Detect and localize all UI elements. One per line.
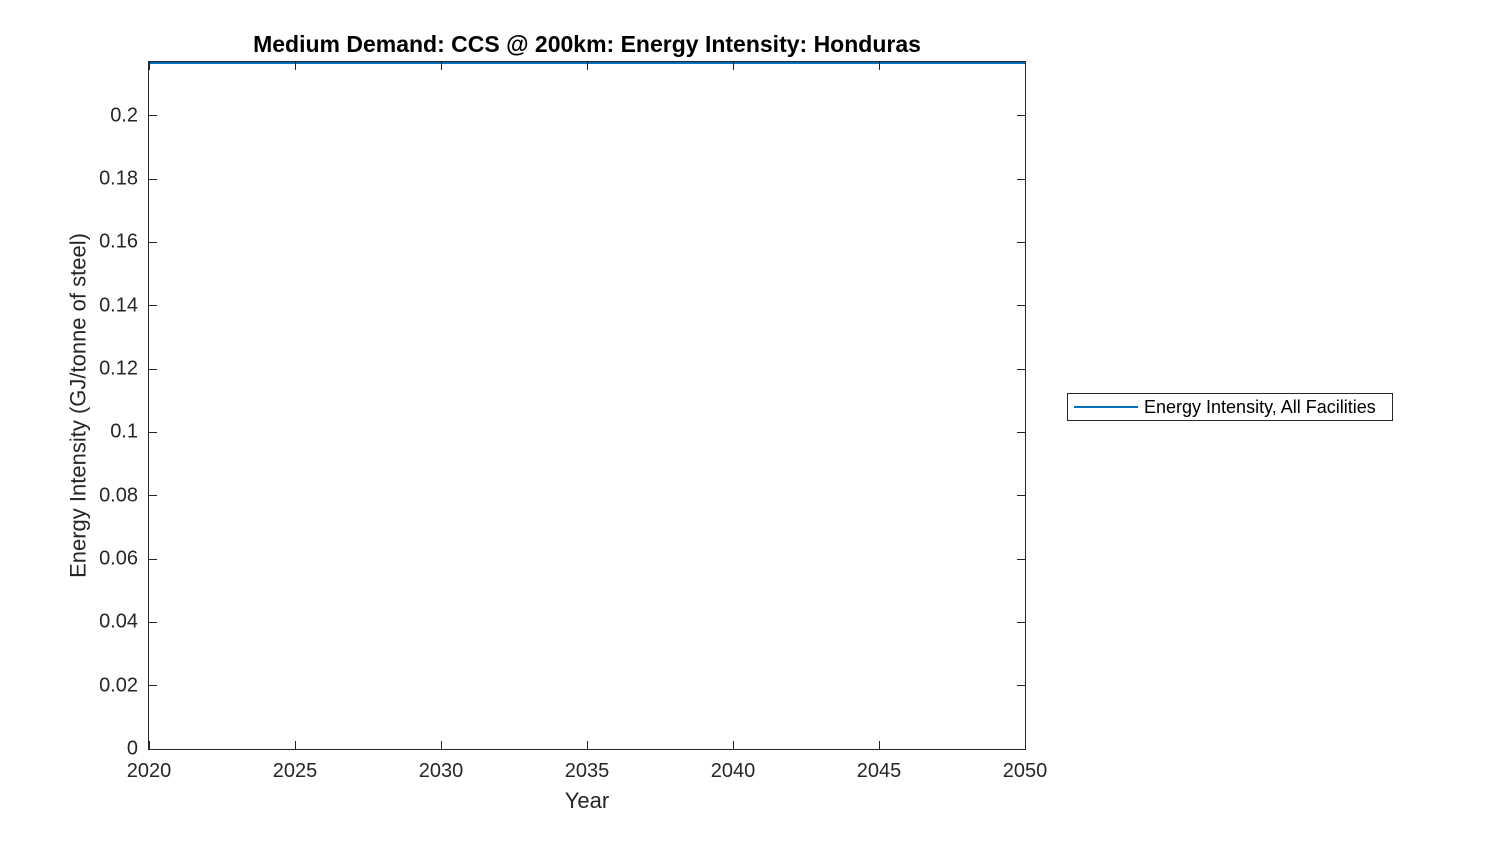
y-tick [149, 748, 157, 750]
y-tick-label: 0.16 [99, 230, 138, 253]
x-tick-top [294, 62, 296, 70]
y-tick-right [1017, 558, 1025, 560]
y-tick-right [1017, 621, 1025, 623]
y-tick [149, 115, 157, 117]
x-tick-label: 2020 [126, 760, 172, 782]
x-tick-labels: 2020 2025 2030 2035 2040 2045 2050 [127, 750, 1048, 782]
y-tick-right [1017, 305, 1025, 307]
x-tick-label: 2025 [272, 760, 318, 782]
x-tick [878, 741, 880, 749]
y-tick-labels: 0 0.02 0.04 0.06 0.08 0.1 0.12 0.14 0.16 0.18 0.2 [0, 61, 138, 759]
x-tick-top [440, 62, 442, 70]
y-tick-right [1017, 241, 1025, 243]
y-tick-label: 0.12 [99, 357, 138, 380]
y-tick-label: 0.08 [99, 484, 138, 507]
legend-line-sample [1074, 406, 1138, 408]
y-tick-label: 0.14 [99, 294, 138, 317]
y-tick-label: 0.02 [99, 674, 138, 697]
y-tick-right [1017, 495, 1025, 497]
y-tick [149, 241, 157, 243]
x-tick [148, 741, 150, 749]
y-tick [149, 685, 157, 687]
y-tick-label: 0 [126, 737, 138, 760]
y-tick-label: 0.1 [110, 420, 138, 443]
y-tick [149, 178, 157, 180]
y-tick [149, 621, 157, 623]
y-tick-label: 0.06 [99, 547, 138, 570]
x-tick-label: 2040 [710, 760, 756, 782]
y-tick [149, 495, 157, 497]
x-tick-top [732, 62, 734, 70]
y-tick-right [1017, 368, 1025, 370]
y-tick-right [1017, 748, 1025, 750]
x-tick-label: 2050 [1002, 760, 1048, 782]
y-tick-right [1017, 115, 1025, 117]
y-tick [149, 305, 157, 307]
legend-entry-label: Energy Intensity, All Facilities [1144, 396, 1376, 417]
y-tick-label: 0.2 [110, 104, 138, 127]
x-tick [732, 741, 734, 749]
y-tick [149, 431, 157, 433]
y-tick [149, 368, 157, 370]
x-tick-label: 2035 [564, 760, 610, 782]
y-tick-right [1017, 431, 1025, 433]
x-tick-top [586, 62, 588, 70]
y-tick-label: 0.18 [99, 167, 138, 190]
x-tick-top [878, 62, 880, 70]
x-tick [294, 741, 296, 749]
y-tick-label: 0.04 [99, 610, 138, 633]
x-tick-top [1024, 62, 1026, 70]
y-tick-right [1017, 178, 1025, 180]
x-tick [1024, 741, 1026, 749]
y-tick [149, 558, 157, 560]
x-tick-label: 2030 [418, 760, 464, 782]
plot-area [148, 61, 1026, 750]
x-tick [586, 741, 588, 749]
x-tick [440, 741, 442, 749]
x-tick-top [148, 62, 150, 70]
legend: Energy Intensity, All Facilities [1067, 393, 1393, 421]
x-tick-label: 2045 [856, 760, 902, 782]
y-tick-right [1017, 685, 1025, 687]
x-axis-label: Year [564, 788, 610, 813]
chart-title: Medium Demand: CCS @ 200km: Energy Inten… [253, 31, 921, 57]
